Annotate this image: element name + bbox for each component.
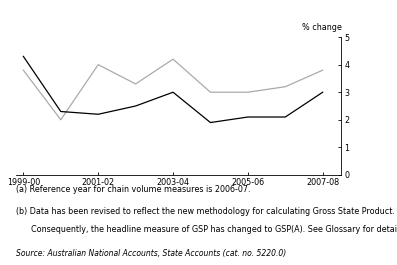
Text: % change: % change xyxy=(302,23,341,32)
Text: (b) Data has been revised to reflect the new methodology for calculating Gross S: (b) Data has been revised to reflect the… xyxy=(16,207,395,216)
Text: Source: Australian National Accounts, State Accounts (cat. no. 5220.0): Source: Australian National Accounts, St… xyxy=(16,249,286,258)
Text: Consequently, the headline measure of GSP has changed to GSP(A). See Glossary fo: Consequently, the headline measure of GS… xyxy=(16,225,397,234)
Text: (a) Reference year for chain volume measures is 2006-07.: (a) Reference year for chain volume meas… xyxy=(16,186,251,195)
